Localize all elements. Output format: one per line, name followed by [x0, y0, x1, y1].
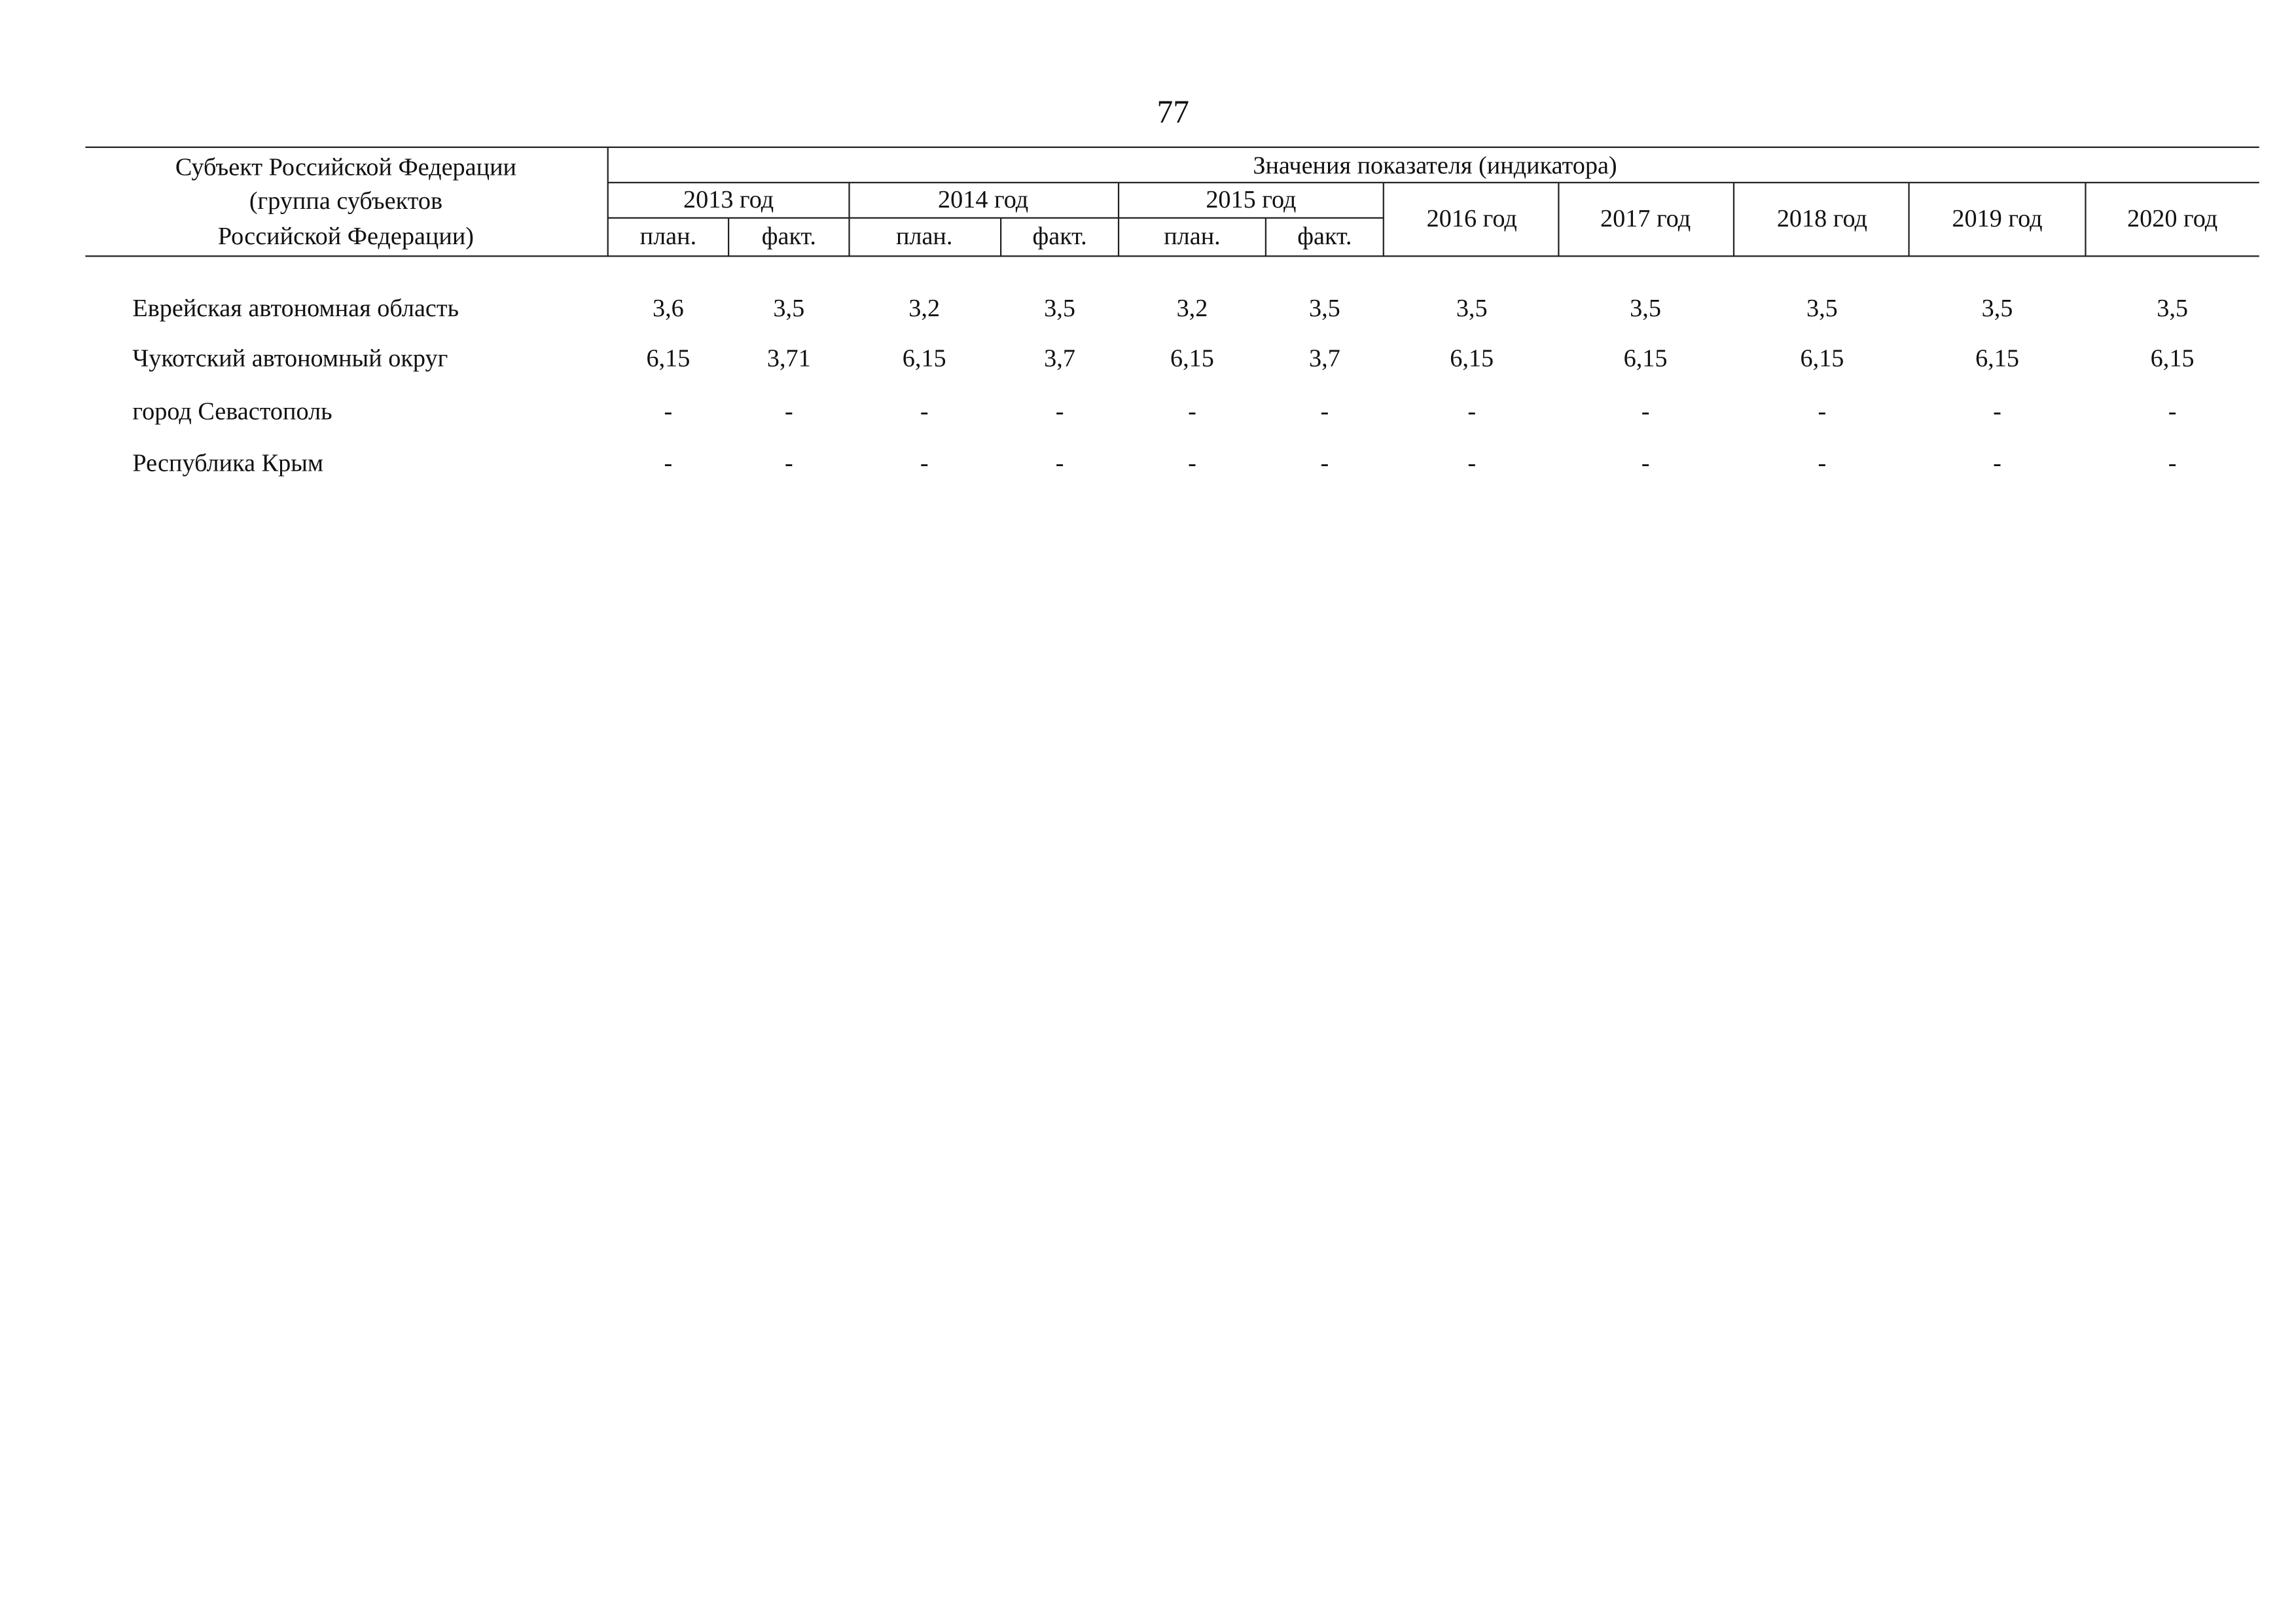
- cell-value: 6,15: [903, 345, 946, 373]
- sub-header: факт.: [1297, 223, 1352, 250]
- row-name: город Севастополь: [132, 398, 332, 426]
- cell-value: 6,15: [646, 345, 690, 373]
- sub-header: план.: [640, 223, 697, 250]
- sub-header: план.: [1164, 223, 1221, 250]
- cell-value: -: [1993, 449, 2001, 477]
- sub-header: факт.: [1032, 223, 1086, 250]
- cell-value: -: [1993, 398, 2001, 426]
- cell-value: 3,5: [1456, 295, 1488, 322]
- cell-value: 6,15: [1450, 345, 1494, 373]
- cell-value: 6,15: [1975, 345, 2019, 373]
- cell-value: -: [785, 449, 793, 477]
- cell-value: -: [1188, 449, 1196, 477]
- year-header: 2020 год: [2127, 205, 2217, 232]
- table-rules: [85, 146, 2259, 257]
- sub-header: план.: [896, 223, 953, 250]
- row-name: Чукотский автономный округ: [132, 345, 448, 373]
- cell-value: -: [664, 398, 673, 426]
- year-header: 2019 год: [1952, 205, 2042, 232]
- cell-value: -: [1056, 449, 1064, 477]
- cell-value: -: [2168, 398, 2177, 426]
- cell-value: -: [1467, 398, 1476, 426]
- indicator-header: Значения показателя (индикатора): [1253, 152, 1617, 179]
- cell-value: -: [1641, 398, 1650, 426]
- cell-value: 3,2: [908, 295, 940, 322]
- cell-value: -: [920, 398, 929, 426]
- cell-value: -: [1056, 398, 1064, 426]
- cell-value: 3,5: [2157, 295, 2188, 322]
- cell-value: 3,5: [1806, 295, 1838, 322]
- sub-header: факт.: [762, 223, 816, 250]
- subject-header: Субъект Российской Федерации: [175, 153, 516, 181]
- cell-value: 3,7: [1044, 345, 1075, 373]
- cell-value: 3,7: [1309, 345, 1340, 373]
- cell-value: 3,2: [1177, 295, 1208, 322]
- cell-value: 3,5: [773, 295, 804, 322]
- cell-value: -: [1320, 398, 1329, 426]
- cell-value: -: [1818, 449, 1827, 477]
- row-name: Еврейская автономная область: [132, 295, 459, 322]
- cell-value: 3,71: [767, 345, 811, 373]
- cell-value: 3,5: [1630, 295, 1661, 322]
- cell-value: -: [2168, 449, 2177, 477]
- year-header: 2016 год: [1427, 205, 1517, 232]
- row-name: Республика Крым: [132, 449, 323, 477]
- year-header: 2013 год: [683, 186, 774, 213]
- cell-value: 3,6: [653, 295, 684, 322]
- year-header: 2014 год: [938, 186, 1028, 213]
- cell-value: -: [1467, 449, 1476, 477]
- cell-value: -: [1641, 449, 1650, 477]
- cell-value: 6,15: [1800, 345, 1844, 373]
- cell-value: 3,5: [1044, 295, 1075, 322]
- cell-value: -: [1818, 398, 1827, 426]
- year-header: 2015 год: [1206, 186, 1296, 213]
- cell-value: -: [664, 449, 673, 477]
- subject-header: (группа субъектов: [249, 187, 442, 215]
- cell-value: -: [785, 398, 793, 426]
- cell-value: 6,15: [1624, 345, 1668, 373]
- cell-value: -: [1188, 398, 1196, 426]
- subject-header: Российской Федерации): [218, 223, 474, 250]
- year-header: 2017 год: [1600, 205, 1691, 232]
- cell-value: 3,5: [1982, 295, 2013, 322]
- cell-value: 6,15: [1170, 345, 1214, 373]
- cell-value: -: [920, 449, 929, 477]
- cell-value: 6,15: [2151, 345, 2195, 373]
- cell-value: -: [1320, 449, 1329, 477]
- year-header: 2018 год: [1777, 205, 1867, 232]
- cell-value: 3,5: [1309, 295, 1340, 322]
- page-number: 77: [1157, 94, 1189, 130]
